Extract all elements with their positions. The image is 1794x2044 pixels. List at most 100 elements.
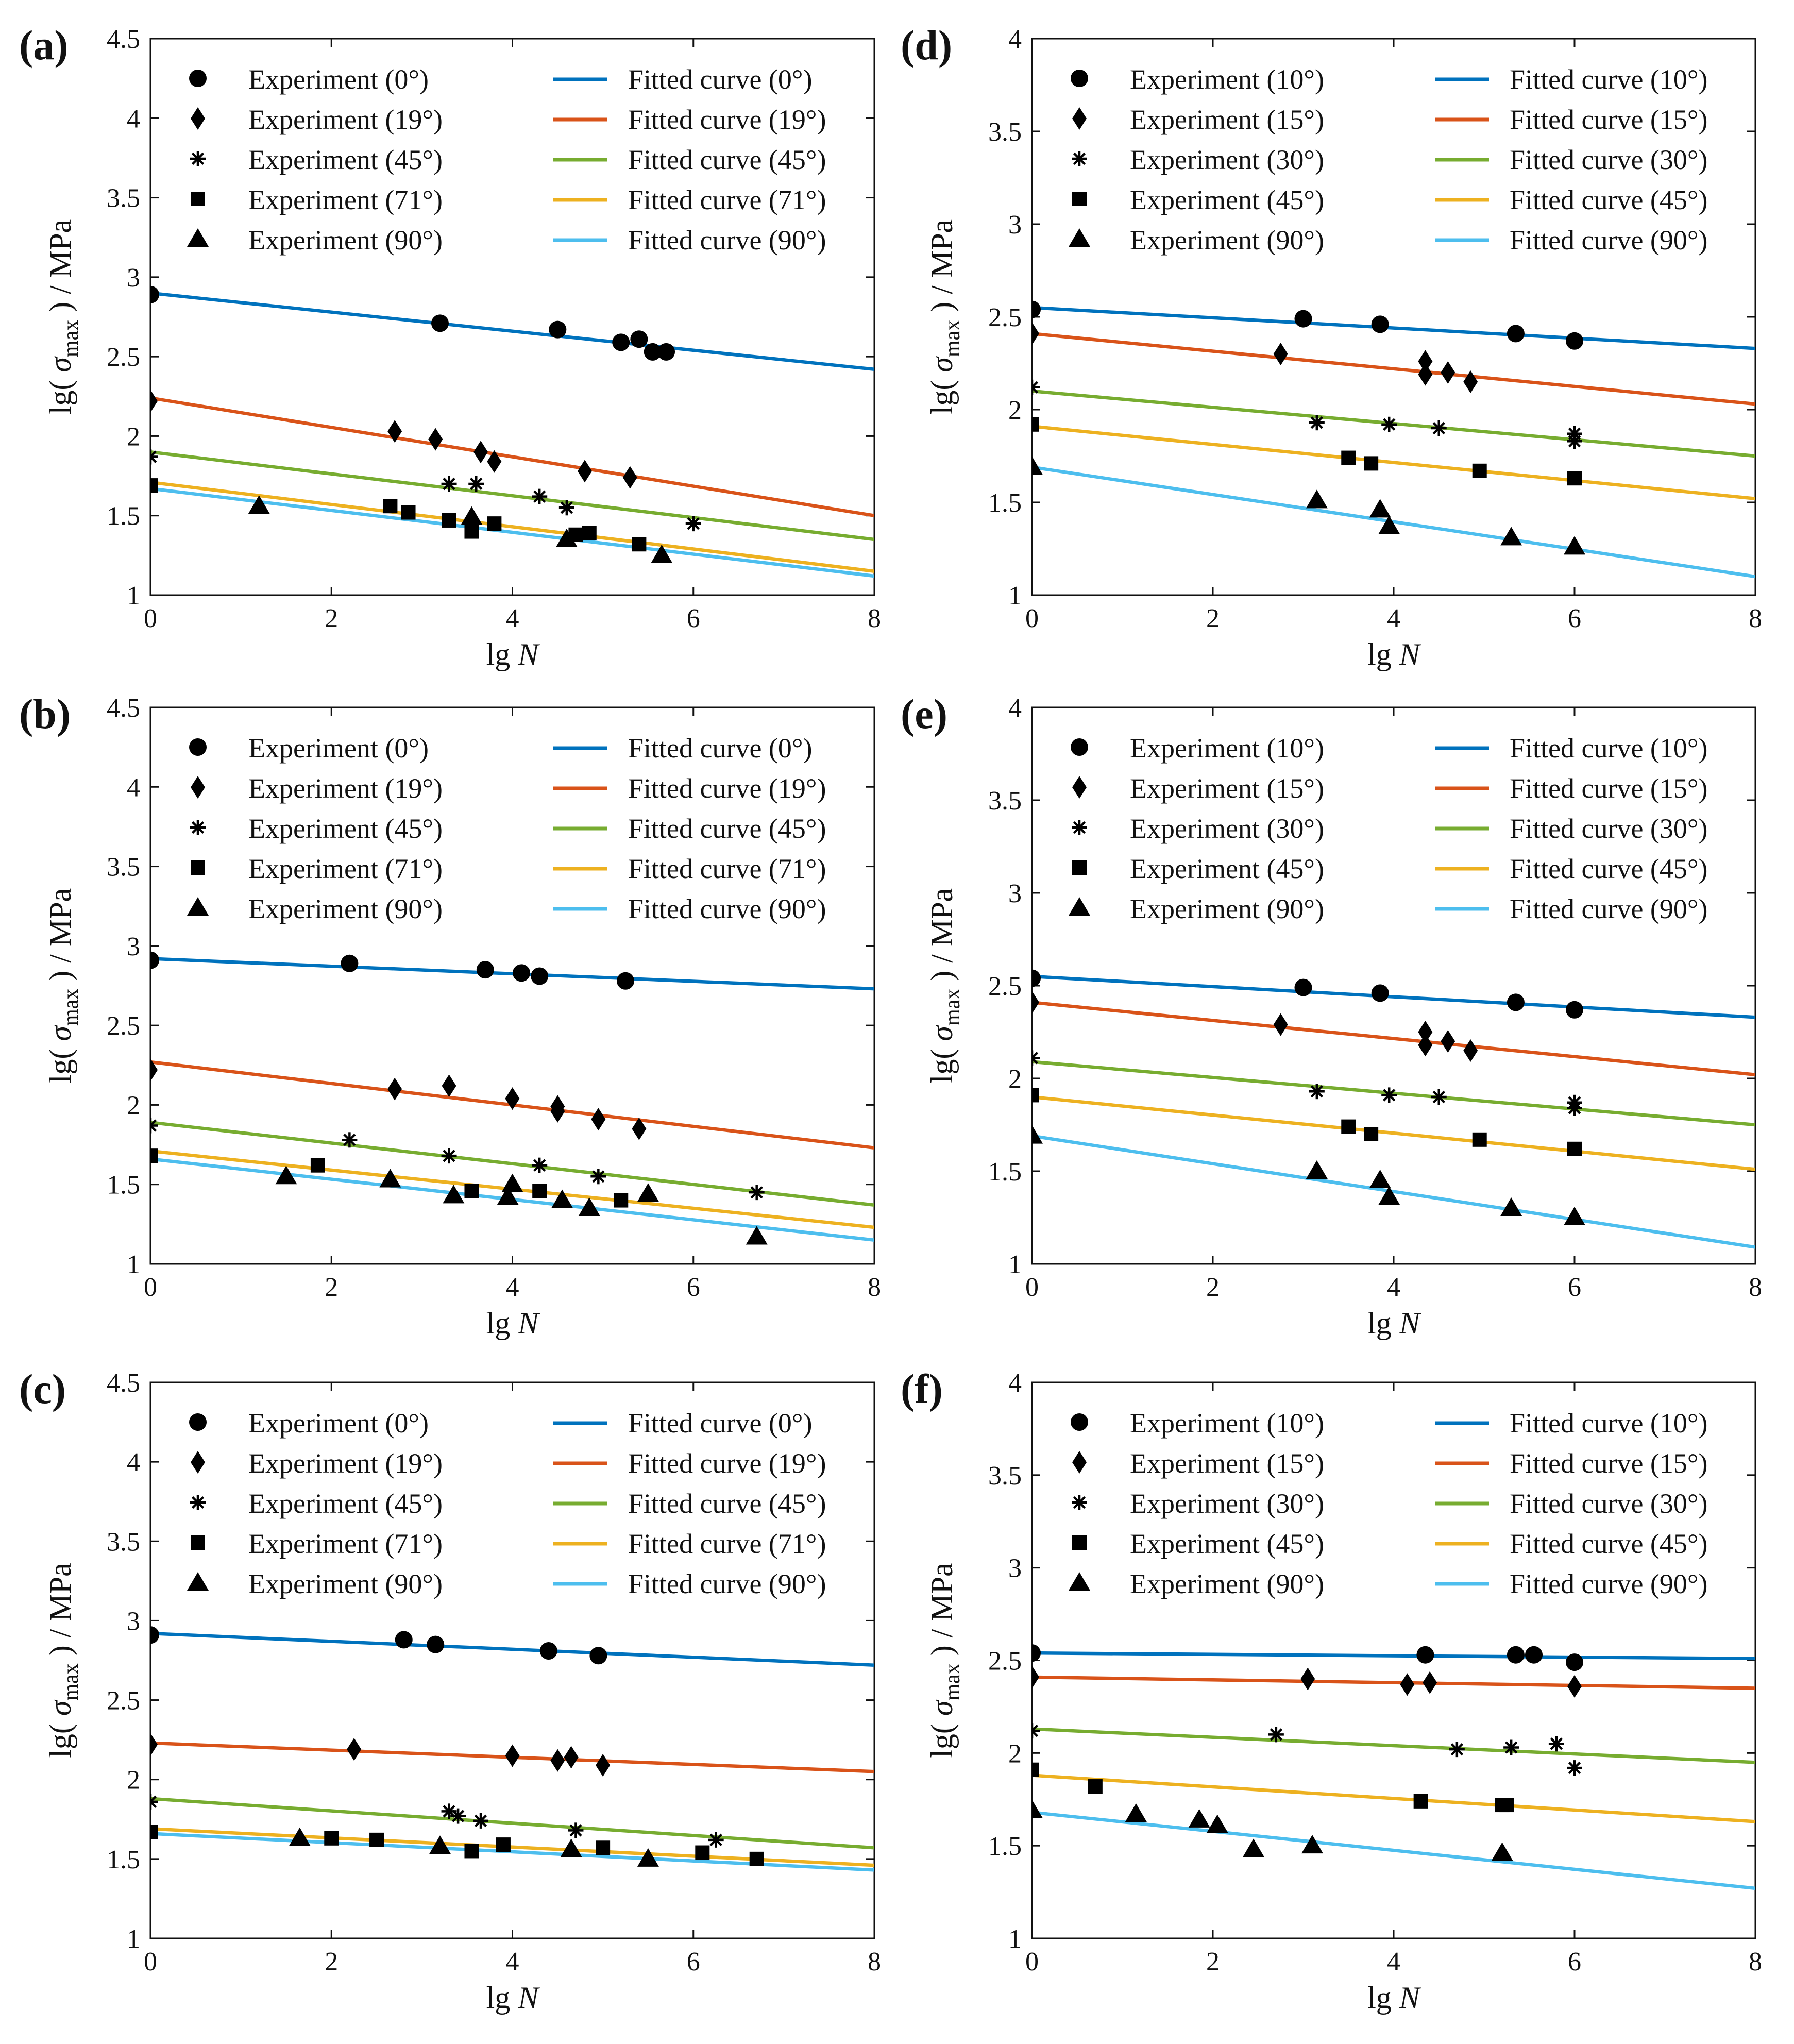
data-point-triangle (1500, 527, 1522, 546)
data-point-star (1449, 1742, 1465, 1758)
data-point-triangle (1032, 456, 1043, 475)
data-point-star (1567, 1760, 1582, 1776)
x-tick-label: 6 (687, 604, 700, 633)
data-point-triangle (461, 506, 483, 525)
data-point-star (150, 1118, 158, 1134)
y-tick-label: 3.5 (107, 853, 140, 882)
data-point-square (1088, 1779, 1103, 1794)
data-point-circle (1371, 315, 1389, 333)
data-point-star (532, 488, 548, 504)
legend-experiment-label: Experiment (10°) (1130, 64, 1324, 95)
data-point-circle (150, 1626, 159, 1644)
y-label-part: ) / MPa (925, 888, 959, 989)
data-point-diamond (1400, 1673, 1415, 1696)
y-tick-label: 4 (127, 773, 140, 802)
data-point-circle (1525, 1646, 1543, 1664)
y-tick-label: 1 (1008, 1250, 1022, 1279)
x-tick-label: 6 (1568, 1273, 1581, 1302)
y-label-subscript: max (941, 1663, 964, 1700)
data-point-star (150, 1794, 158, 1810)
x-tick-label: 2 (1206, 1947, 1220, 1977)
fitted-line-circle (150, 957, 874, 991)
x-axis-label: lg N (1367, 637, 1421, 671)
x-tick-label: 8 (1749, 604, 1762, 633)
legend-fit-label: Fitted curve (90°) (1510, 893, 1708, 924)
data-point-diamond (1300, 1667, 1315, 1691)
y-tick-label: 1.5 (988, 1832, 1022, 1861)
y-tick-label: 3 (1008, 1554, 1022, 1583)
legend-marker-square (1072, 1535, 1087, 1550)
y-label-part: lg( (925, 1716, 959, 1758)
y-label-subscript: max (59, 320, 83, 357)
data-point-triangle (637, 1183, 659, 1202)
data-point-diamond (150, 390, 158, 413)
fitted-line-triangle (1032, 1134, 1755, 1249)
x-axis-label: lg N (486, 637, 540, 671)
y-label-part: ) / MPa (43, 219, 77, 320)
x-tick-label: 4 (506, 1273, 519, 1302)
data-point-triangle (637, 1848, 659, 1867)
y-tick-label: 4.5 (107, 694, 140, 723)
data-point-star (1381, 416, 1397, 432)
legend-experiment-label: Experiment (45°) (248, 1488, 443, 1519)
plot-content (150, 951, 874, 1245)
data-point-star-stroke (1032, 1724, 1039, 1733)
data-point-star (441, 1148, 457, 1164)
legend-experiment-label: Experiment (45°) (1130, 1528, 1324, 1559)
legend-marker-star-stroke (191, 152, 205, 165)
data-point-triangle (1564, 536, 1585, 555)
x-axis-label-var: N (517, 637, 540, 671)
data-point-star-stroke (1450, 1743, 1464, 1756)
fitted-line-star (1032, 1727, 1755, 1764)
x-axis-label-var: N (1399, 1981, 1421, 2015)
data-point-star-stroke (1504, 1741, 1518, 1754)
data-point-diamond (1423, 1671, 1437, 1694)
data-point-star (1268, 1727, 1284, 1743)
data-point-star-stroke (470, 477, 483, 491)
y-label-part: lg( (43, 1716, 77, 1758)
y-tick-label: 1 (1008, 1924, 1022, 1954)
y-tick-label: 2.5 (107, 343, 140, 372)
legend-experiment-label: Experiment (71°) (248, 184, 443, 215)
data-point-triangle (1206, 1814, 1228, 1833)
x-tick-label: 2 (325, 604, 338, 633)
y-label-subscript: max (59, 989, 83, 1026)
data-point-square (1567, 1141, 1582, 1156)
data-point-circle (539, 1642, 557, 1660)
fitted-line-circle (1032, 974, 1755, 1019)
x-tick-label: 2 (325, 1947, 338, 1977)
x-axis-label-main: lg (1367, 637, 1399, 671)
data-point-triangle (1500, 1197, 1522, 1216)
data-point-star (1309, 1084, 1325, 1100)
data-point-circle (549, 320, 567, 339)
data-point-diamond (1463, 1039, 1478, 1062)
data-point-diamond (550, 1749, 565, 1772)
data-point-star-stroke (750, 1186, 763, 1199)
data-point-circle (1566, 1001, 1583, 1019)
x-axis-label-main: lg (1367, 1981, 1399, 2015)
legend-experiment-label: Experiment (90°) (248, 893, 443, 924)
data-point-circle (657, 343, 675, 361)
data-point-diamond (1418, 350, 1433, 373)
data-point-circle (1371, 984, 1389, 1002)
x-axis-label-var: N (1399, 637, 1421, 671)
data-point-circle (617, 972, 635, 990)
data-point-circle (1294, 978, 1312, 996)
data-point-circle (1032, 300, 1041, 318)
fitted-line-diamond (1032, 1675, 1755, 1690)
data-point-star (468, 476, 484, 492)
x-tick-label: 6 (687, 1273, 700, 1302)
legend-experiment-label: Experiment (90°) (1130, 1568, 1324, 1599)
fitted-line-circle (1032, 1651, 1755, 1661)
legend-experiment-label: Experiment (90°) (248, 1568, 443, 1599)
legend-marker-star-stroke (1073, 821, 1086, 834)
y-tick-label: 3 (1008, 210, 1022, 240)
x-axis-label: lg N (1367, 1981, 1421, 2015)
legend-experiment-label: Experiment (15°) (1130, 104, 1324, 135)
data-point-diamond (1273, 343, 1288, 365)
panel-label: (f) (901, 1365, 943, 1412)
data-point-triangle (551, 1189, 573, 1208)
y-tick-label: 3.5 (988, 786, 1022, 816)
